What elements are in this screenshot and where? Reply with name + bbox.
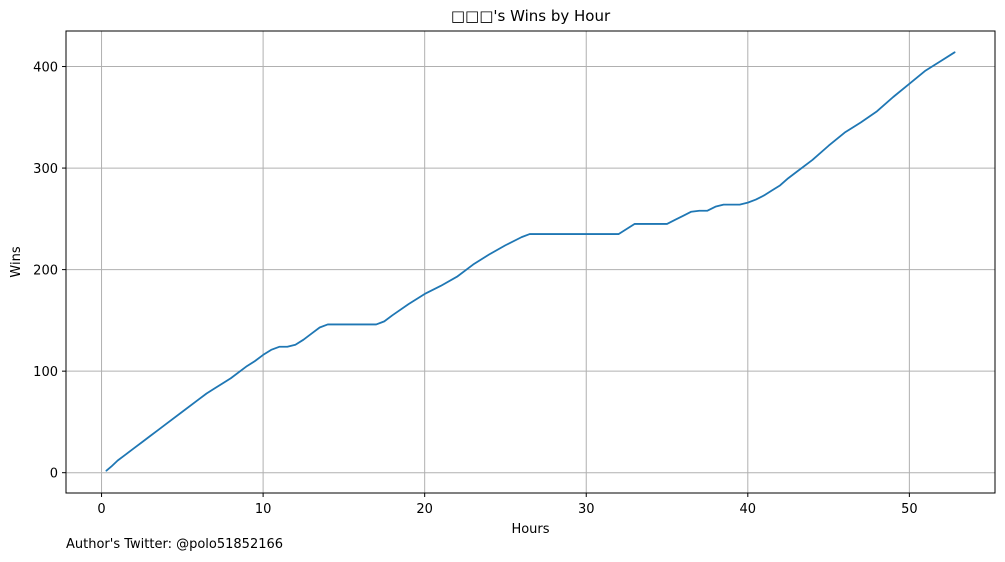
chart-title: □□□'s Wins by Hour: [451, 7, 611, 25]
y-tick-label: 400: [33, 61, 58, 76]
y-tick-label: 0: [50, 467, 58, 482]
x-axis-label: Hours: [511, 522, 549, 537]
y-axis-label: Wins: [9, 246, 24, 277]
y-tick-label: 300: [33, 162, 58, 177]
x-tick-label: 40: [740, 502, 757, 517]
series-layer: [105, 51, 956, 472]
y-tick-label: 200: [33, 264, 58, 279]
x-tick-label: 30: [578, 502, 595, 517]
series-line-wins: [105, 51, 956, 472]
x-tick-label: 10: [255, 502, 272, 517]
ticks-layer: 0 10 20 30 40 50 0 100 200 300 400: [33, 61, 917, 517]
author-footer: Author's Twitter: @polo51852166: [66, 537, 284, 552]
grid-lines: [66, 31, 995, 493]
x-tick-label: 0: [97, 502, 105, 517]
x-tick-label: 50: [901, 502, 918, 517]
y-tick-label: 100: [33, 365, 58, 380]
x-tick-label: 20: [416, 502, 433, 517]
plot-frame: [65, 30, 996, 494]
